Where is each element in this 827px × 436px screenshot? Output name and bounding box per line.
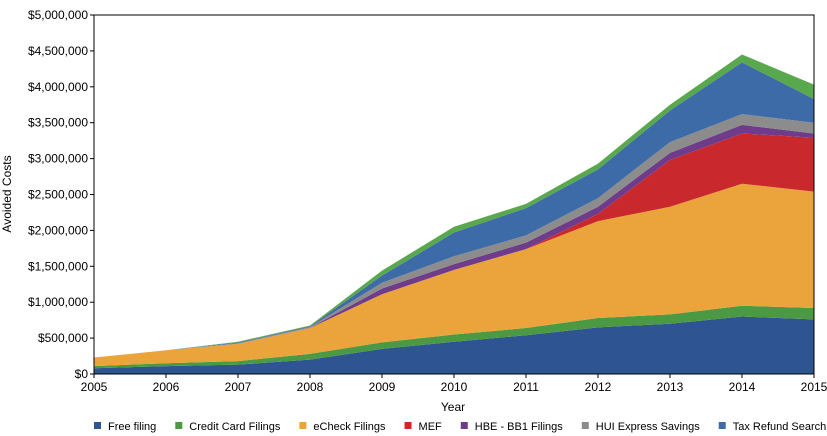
legend-item: Credit Card Filings xyxy=(175,421,281,433)
legend-label: HBE - BB1 Filings xyxy=(475,421,564,433)
legend-label: Credit Card Filings xyxy=(189,421,281,433)
area-series-6 xyxy=(94,62,814,358)
x-axis-title: Year xyxy=(441,400,465,414)
y-tick-label: $5,000,000 xyxy=(28,8,88,22)
y-tick-label: $2,500,000 xyxy=(28,188,88,202)
legend-item: HUI Express Savings xyxy=(581,421,700,433)
y-tick-label: $1,000,000 xyxy=(28,295,88,309)
x-tick-label: 2011 xyxy=(513,380,539,394)
y-tick-label: $4,500,000 xyxy=(28,44,88,58)
y-tick-label: $1,500,000 xyxy=(28,259,88,273)
area-series-0 xyxy=(94,316,814,374)
ticks-layer: $0 $500,000 $1,000,000 $1,500,000 $2,000,000… xyxy=(28,8,827,394)
legend-item: HBE - BB1 Filings xyxy=(460,421,564,433)
areas-layer xyxy=(94,54,814,374)
x-tick-label: 2015 xyxy=(801,380,827,394)
legend-label: MEF xyxy=(419,421,443,433)
legend-swatch xyxy=(460,422,468,429)
legend-item: eCheck Filings xyxy=(299,421,386,433)
y-tick-label: $3,000,000 xyxy=(28,152,88,166)
x-tick-label: 2005 xyxy=(81,380,108,394)
x-tick-label: 2008 xyxy=(297,380,324,394)
legend-item: Tax Refund Search xyxy=(718,421,827,433)
y-tick-label: $500,000 xyxy=(38,331,88,345)
legend-swatch xyxy=(581,422,589,429)
legend-label: eCheck Filings xyxy=(313,421,386,433)
legend-item: Free filing xyxy=(94,421,156,433)
legend-swatch xyxy=(718,422,726,429)
y-tick-label: $0 xyxy=(75,367,89,381)
area-series-5 xyxy=(94,114,814,358)
x-tick-label: 2010 xyxy=(441,380,468,394)
legend-label: Free filing xyxy=(108,421,156,433)
y-tick-label: $2,000,000 xyxy=(28,223,88,237)
x-tick-label: 2014 xyxy=(729,380,756,394)
legend-swatch xyxy=(404,422,412,429)
area-series-2 xyxy=(94,183,814,367)
legend-item: MEF xyxy=(404,421,443,433)
area-series-1 xyxy=(94,305,814,369)
x-tick-label: 2009 xyxy=(369,380,396,394)
x-tick-label: 2013 xyxy=(657,380,684,394)
x-tick-label: 2007 xyxy=(225,380,252,394)
x-tick-label: 2012 xyxy=(585,380,612,394)
legend: Free filing Credit Card Filings eCheck Fil… xyxy=(94,421,827,433)
x-tick-label: 2006 xyxy=(153,380,180,394)
y-axis-title: Avoided Costs xyxy=(0,155,14,232)
legend-label: HUI Express Savings xyxy=(596,421,700,433)
area-series-4 xyxy=(94,124,814,358)
legend-label: Tax Refund Search xyxy=(733,421,827,433)
legend-swatch xyxy=(94,422,101,429)
legend-swatch xyxy=(175,422,183,429)
legend-swatch xyxy=(299,422,307,429)
y-tick-label: $3,500,000 xyxy=(28,116,88,130)
y-tick-label: $4,000,000 xyxy=(28,80,88,94)
area-series-3 xyxy=(94,133,814,358)
